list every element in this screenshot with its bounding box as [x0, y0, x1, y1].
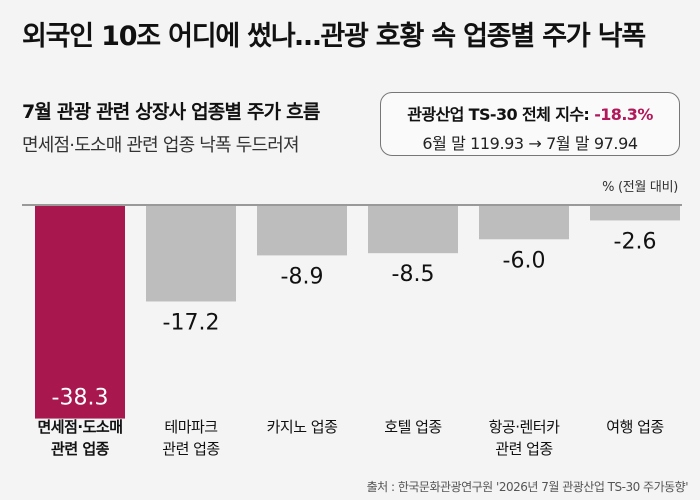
- bar: [35, 206, 125, 419]
- subtitle-secondary: 면세점·도소매 관련 업종 낙폭 두드러져: [22, 135, 300, 156]
- index-summary-line: 관광산업 TS-30 전체 지수: -18.3%: [381, 101, 679, 125]
- bar-value-label: -8.5: [392, 262, 435, 287]
- index-label: 관광산업 TS-30 전체 지수:: [407, 105, 590, 124]
- category-label: 관련 업종: [495, 440, 552, 458]
- category-label: 관련 업종: [51, 440, 110, 458]
- bar-value-label: -6.0: [503, 248, 546, 273]
- category-label: 테마파크: [164, 418, 217, 436]
- source-note: 출처 : 한국문화관광연구원 '2026년 7월 관광산업 TS-30 주가동향…: [366, 480, 689, 494]
- category-label: 여행 업종: [606, 418, 663, 436]
- bar-value-label: -2.6: [614, 229, 657, 254]
- category-label: 면세점·도소매: [38, 418, 123, 436]
- index-change-value: -18.3%: [594, 105, 653, 124]
- category-label: 카지노 업종: [267, 418, 338, 436]
- index-detail: 6월 말 119.93 → 7월 말 97.94: [422, 134, 638, 153]
- category-label: 관련 업종: [162, 440, 219, 458]
- bar-value-label: -17.2: [163, 310, 220, 335]
- bar: [590, 206, 680, 221]
- bar: [146, 206, 236, 302]
- headline: 외국인 10조 어디에 썼나…관광 호황 속 업종별 주가 낙폭: [22, 21, 646, 52]
- bar-value-label: -38.3: [52, 386, 109, 411]
- unit-label: % (전월 대비): [602, 180, 678, 195]
- index-summary-box: 관광산업 TS-30 전체 지수: -18.3% 6월 말 119.93 → 7…: [380, 92, 680, 156]
- category-label: 호텔 업종: [384, 418, 441, 436]
- bar: [368, 206, 458, 254]
- bar-value-label: -8.9: [281, 264, 324, 289]
- bar: [479, 206, 569, 240]
- chart-baseline: [22, 204, 682, 206]
- subtitle: 7월 관광 관련 상장사 업종별 주가 흐름: [22, 101, 320, 123]
- category-label: 항공·렌터카: [489, 418, 560, 436]
- bar: [257, 206, 347, 256]
